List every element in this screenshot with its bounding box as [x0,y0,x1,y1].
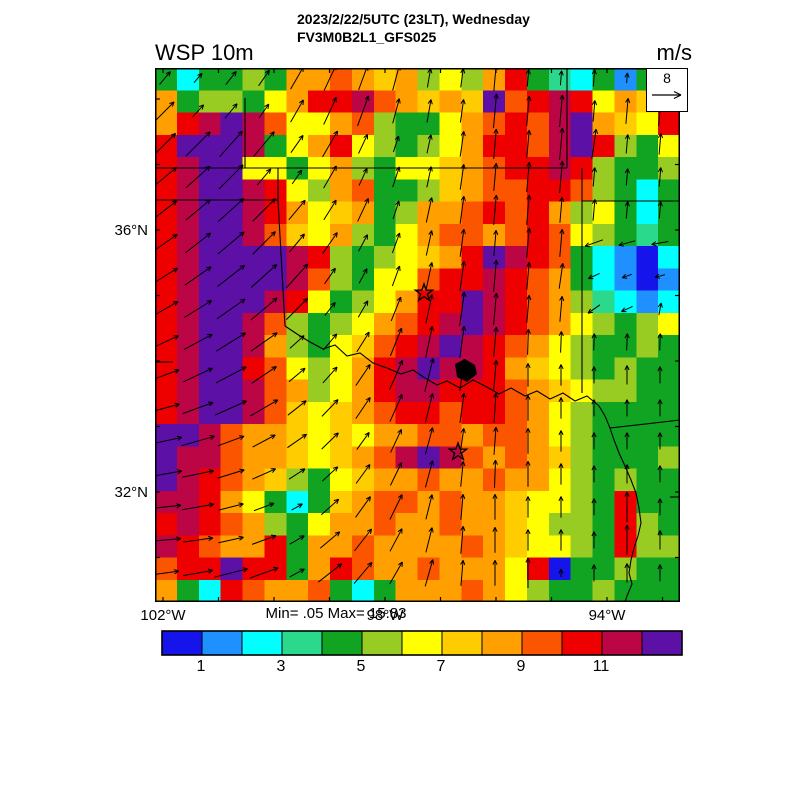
colorbar-tick-1: 1 [196,658,206,675]
colorbar-tick-5: 5 [356,658,366,675]
lon-label-102w: 102°W [140,607,186,624]
markers-layer [413,281,469,462]
lon-label-98w: 98°W [366,607,404,624]
field-label: WSP 10m [155,40,254,65]
colorbar-tick-3: 3 [276,658,286,675]
colorbar-tick-11: 11 [592,658,610,675]
title-model-run: FV3M0B2L1_GFS025 [297,29,437,45]
star-marker [447,440,469,462]
reference-vector-value: 8 [663,70,671,86]
lat-label-36n: 36°N [114,222,148,239]
reference-vector-box: 8 [646,68,688,112]
lake-texoma-blob [455,359,477,382]
title-datetime: 2023/2/22/5UTC (23LT), Wednesday [297,11,530,27]
heatmap-layer [155,68,680,602]
colorbar [161,630,683,656]
colorbar-tick-7: 7 [436,658,446,675]
star-marker [413,281,435,303]
wind-speed-map [155,68,680,602]
reference-vector-arrow-icon [652,90,682,100]
state-boundaries-layer [155,68,680,602]
colorbar-tick-9: 9 [516,658,526,675]
lat-label-32n: 32°N [114,484,148,501]
units-label: m/s [656,40,692,65]
min-max-stats: Min= .05 Max= 15.83 [265,605,407,622]
lon-label-94w: 94°W [588,607,626,624]
